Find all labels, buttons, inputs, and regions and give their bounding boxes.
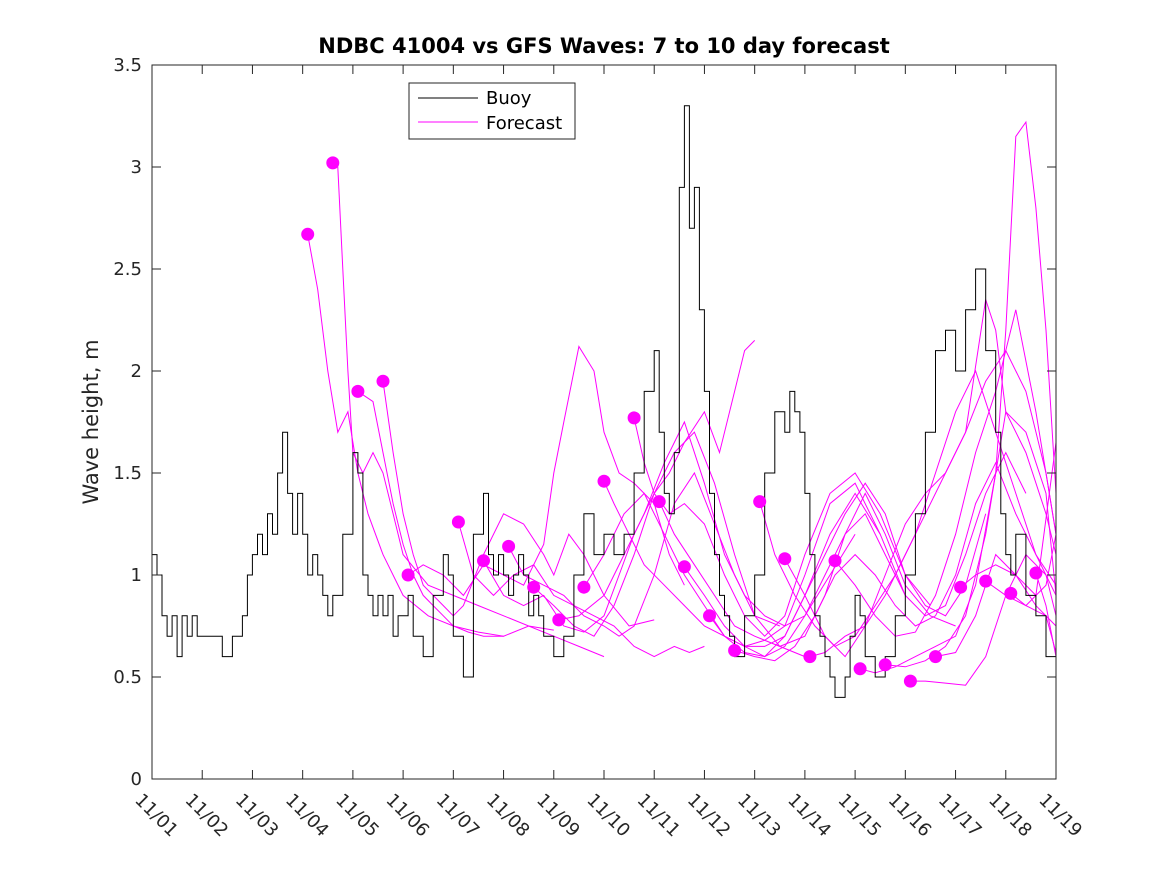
- forecast-start-marker-20: [803, 650, 817, 664]
- forecast-start-marker-26: [954, 580, 968, 594]
- y-tick-label: 1: [131, 565, 142, 586]
- plot-area: [152, 65, 1056, 779]
- legend: Buoy Forecast: [408, 82, 576, 140]
- y-tick-label: 3.5: [113, 55, 142, 76]
- forecast-line-22: [859, 120, 1057, 674]
- legend-forecast-label: Forecast: [486, 113, 562, 134]
- forecast-line-21: [834, 309, 1057, 637]
- y-tick-label: 3: [131, 157, 142, 178]
- y-tick-label: 2.5: [113, 259, 142, 280]
- forecast-line-3: [357, 390, 605, 658]
- forecast-line-5: [407, 345, 685, 597]
- forecast-start-marker-22: [853, 662, 867, 676]
- forecast-start-marker-28: [1004, 586, 1018, 600]
- forecast-start-marker-16: [703, 609, 716, 623]
- forecast-line-29: [1035, 572, 1057, 657]
- forecast-start-marker-1: [301, 227, 315, 241]
- forecast-start-marker-24: [903, 674, 917, 688]
- series-layer: [152, 105, 1057, 698]
- forecast-line-20: [809, 349, 1057, 658]
- forecast-start-marker-5: [401, 568, 415, 582]
- forecast-start-marker-18: [753, 495, 767, 509]
- forecast-start-marker-27: [979, 574, 993, 588]
- forecast-line-8: [508, 471, 780, 637]
- forecast-start-marker-23: [878, 658, 892, 672]
- forecast-line-6: [457, 521, 705, 658]
- marker-layer: [301, 156, 1043, 688]
- forecast-start-marker-17: [728, 644, 742, 657]
- legend-box: [408, 82, 576, 140]
- y-axis-label: Wave height, m: [79, 339, 103, 504]
- forecast-start-marker-14: [652, 495, 666, 509]
- forecast-start-marker-11: [577, 580, 591, 594]
- forecast-start-marker-10: [552, 613, 566, 627]
- forecast-start-marker-4: [376, 374, 390, 388]
- legend-buoy-label: Buoy: [486, 88, 532, 109]
- forecast-start-marker-7: [477, 554, 490, 568]
- forecast-start-marker-8: [502, 539, 516, 553]
- forecast-start-marker-2: [326, 156, 340, 170]
- forecast-start-marker-9: [527, 580, 541, 594]
- buoy-line: [152, 105, 1056, 698]
- forecast-line-16: [709, 451, 1027, 658]
- forecast-start-marker-6: [451, 515, 465, 529]
- forecast-line-2: [332, 162, 554, 631]
- forecast-start-marker-21: [828, 554, 842, 568]
- forecast-start-marker-12: [597, 474, 611, 488]
- forecast-start-marker-13: [627, 411, 641, 425]
- y-tick-label: 1.5: [113, 463, 142, 484]
- forecast-start-marker-15: [677, 560, 691, 574]
- forecast-start-marker-3: [351, 384, 365, 398]
- forecast-start-marker-19: [778, 552, 792, 566]
- chart-title: NDBC 41004 vs GFS Waves: 7 to 10 day for…: [318, 34, 889, 58]
- y-tick-label: 0.5: [113, 667, 142, 688]
- forecast-line-10: [558, 420, 856, 627]
- forecast-line-17: [734, 461, 1057, 662]
- forecast-start-marker-25: [929, 650, 942, 664]
- y-tick-label: 2: [131, 361, 142, 382]
- forecast-start-marker-29: [1029, 566, 1043, 580]
- y-tick-label: 0: [131, 769, 142, 790]
- forecast-line-19: [784, 299, 1057, 658]
